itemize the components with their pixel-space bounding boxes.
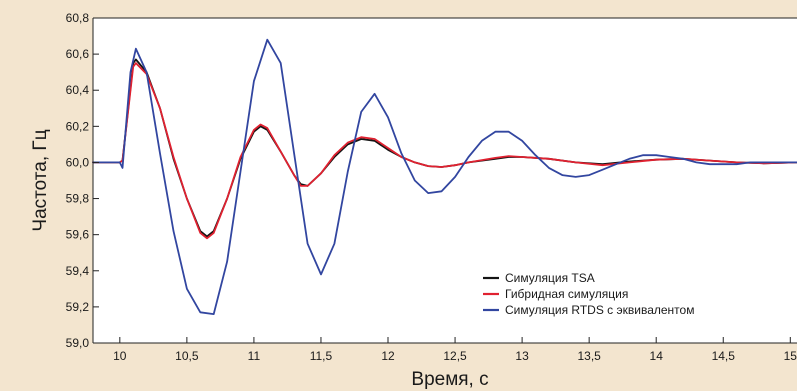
plot-frame xyxy=(92,17,797,344)
x-tick-label: 15 xyxy=(784,349,797,363)
y-tick-label: 59,2 xyxy=(66,300,90,314)
y-tick-label: 60,6 xyxy=(66,47,90,61)
legend: Симуляция TSA Гибридная симуляция Симуляци… xyxy=(483,271,694,317)
x-tick-label: 12 xyxy=(381,349,395,363)
plot-area xyxy=(93,18,797,343)
x-tick-label: 14,5 xyxy=(712,349,736,363)
x-tick-label: 10 xyxy=(113,349,127,363)
y-tick-label: 60,2 xyxy=(66,119,90,133)
x-tick-label: 11 xyxy=(248,349,261,363)
x-tick-label: 12,5 xyxy=(443,349,467,363)
axis-ticks: 59,0 59,2 59,4 59,6 59,8 60,0 60,2 60,4 60,6 60,8… xyxy=(66,11,797,363)
y-tick-label: 60,4 xyxy=(66,83,90,97)
y-axis-title: Частота, Гц xyxy=(30,129,51,231)
y-tick-label: 60,8 xyxy=(66,11,90,25)
x-tick-label: 13,5 xyxy=(577,349,601,363)
series-line-2 xyxy=(92,62,797,240)
legend-label: Гибридная симуляция xyxy=(505,287,628,301)
plot-background xyxy=(93,18,797,343)
x-tick-label: 13 xyxy=(515,349,529,363)
series-line-3 xyxy=(92,38,797,315)
series-layer xyxy=(92,38,797,315)
x-tick-label: 14 xyxy=(650,349,664,363)
y-tick-label: 59,6 xyxy=(66,228,90,242)
x-tick-label: 11,5 xyxy=(310,349,333,363)
x-tick-label: 10,5 xyxy=(175,349,199,363)
legend-label: Симуляция TSA xyxy=(505,271,595,285)
y-tick-label: 60,0 xyxy=(66,155,90,169)
legend-label: Симуляция RTDS с эквивалентом xyxy=(505,303,694,317)
y-tick-label: 59,8 xyxy=(66,192,90,206)
x-axis-title: Время, с xyxy=(411,369,488,390)
y-tick-label: 59,0 xyxy=(66,336,90,350)
y-tick-label: 59,4 xyxy=(66,264,90,278)
